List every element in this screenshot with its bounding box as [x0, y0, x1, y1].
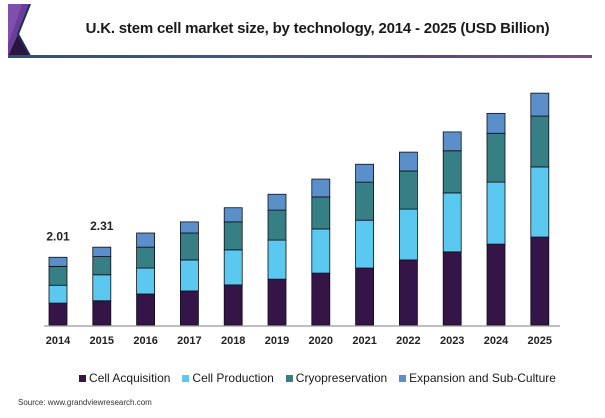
- bar-cryopreservation-2020: [311, 196, 331, 230]
- x-tick-label: 2020: [309, 335, 333, 347]
- bar-cryopreservation-2015: [92, 256, 112, 276]
- legend-label: Cell Production: [192, 371, 274, 385]
- bar-expansion-and-sub-culture-2018: [223, 207, 243, 223]
- legend-item-expansion-and-sub-culture: Expansion and Sub-Culture: [399, 371, 556, 385]
- bar-expansion-and-sub-culture-2017: [179, 221, 199, 234]
- data-label-2015: 2.31: [90, 219, 114, 233]
- bar-cell-production-2017: [179, 259, 199, 292]
- x-tick-label: 2022: [396, 335, 420, 347]
- x-tick-label: 2021: [352, 335, 376, 347]
- x-tick-label: 2018: [221, 335, 245, 347]
- x-tick-label: 2015: [90, 335, 114, 347]
- source-note: Source: www.grandviewresearch.com: [18, 398, 152, 407]
- bar-cell-acquisition-2022: [398, 259, 418, 326]
- bar-cell-acquisition-2020: [311, 272, 331, 326]
- bar-cell-acquisition-2015: [92, 300, 112, 326]
- bar-cell-production-2016: [136, 267, 156, 295]
- x-tick-label: 2023: [440, 335, 464, 347]
- bar-cryopreservation-2021: [355, 181, 375, 221]
- bar-cell-production-2019: [267, 239, 287, 280]
- bar-cell-production-2024: [486, 181, 506, 245]
- x-tick-label: 2025: [528, 335, 552, 347]
- legend-item-cell-acquisition: Cell Acquisition: [79, 371, 170, 385]
- bar-expansion-and-sub-culture-2019: [267, 193, 287, 211]
- bar-cryopreservation-2017: [179, 232, 199, 261]
- bar-expansion-and-sub-culture-2022: [398, 151, 418, 172]
- bar-cell-acquisition-2019: [267, 278, 287, 326]
- brand-chevron-logo-icon: [8, 4, 31, 56]
- bar-expansion-and-sub-culture-2020: [311, 178, 331, 198]
- header-divider: [8, 55, 592, 58]
- bar-cryopreservation-2022: [398, 170, 418, 210]
- bar-expansion-and-sub-culture-2016: [136, 232, 156, 248]
- x-tick-label: 2017: [177, 335, 201, 347]
- bar-cell-acquisition-2016: [136, 293, 156, 326]
- bar-expansion-and-sub-culture-2015: [92, 246, 112, 257]
- bar-cell-production-2023: [442, 192, 462, 253]
- legend-label: Cell Acquisition: [89, 371, 171, 385]
- legend-item-cryopreservation: Cryopreservation: [285, 371, 388, 385]
- bar-cryopreservation-2024: [486, 132, 506, 183]
- bar-cell-acquisition-2025: [530, 236, 550, 326]
- bar-expansion-and-sub-culture-2014: [48, 256, 68, 267]
- bar-expansion-and-sub-culture-2024: [486, 112, 506, 134]
- bar-cryopreservation-2023: [442, 150, 462, 194]
- x-tick-label: 2024: [484, 335, 509, 347]
- bar-cell-production-2025: [530, 166, 550, 238]
- bar-cell-acquisition-2021: [355, 267, 375, 326]
- bar-expansion-and-sub-culture-2021: [355, 163, 375, 183]
- legend-swatch-icon: [182, 374, 190, 382]
- x-tick-label: 2016: [133, 335, 157, 347]
- bar-cell-production-2018: [223, 249, 243, 286]
- bar-cell-production-2020: [311, 228, 331, 274]
- chart-title: U.K. stem cell market size, by technolog…: [85, 20, 550, 37]
- legend-swatch-icon: [399, 374, 407, 382]
- bar-cell-acquisition-2014: [48, 302, 68, 326]
- bar-cell-acquisition-2024: [486, 243, 506, 326]
- bar-cell-acquisition-2017: [179, 290, 199, 326]
- bar-cell-acquisition-2023: [442, 251, 462, 326]
- bar-cryopreservation-2016: [136, 246, 156, 269]
- legend-swatch-icon: [285, 374, 293, 382]
- bar-cryopreservation-2025: [530, 115, 550, 168]
- bar-cell-production-2021: [355, 219, 375, 269]
- bar-cryopreservation-2014: [48, 265, 68, 286]
- bar-expansion-and-sub-culture-2025: [530, 92, 550, 117]
- chart-legend: Cell Acquisition Cell Production Cryoprese…: [0, 371, 605, 385]
- x-tick-label: 2019: [265, 335, 289, 347]
- legend-swatch-icon: [79, 374, 87, 382]
- bar-cell-production-2014: [48, 284, 68, 304]
- bar-cell-production-2015: [92, 274, 112, 302]
- data-label-2014: 2.01: [46, 229, 70, 243]
- bar-cell-production-2022: [398, 208, 418, 261]
- bar-expansion-and-sub-culture-2023: [442, 131, 462, 152]
- bar-cryopreservation-2018: [223, 221, 243, 251]
- x-tick-label: 2014: [46, 335, 71, 347]
- bar-cell-acquisition-2018: [223, 284, 243, 326]
- bar-cryopreservation-2019: [267, 209, 287, 241]
- legend-item-cell-production: Cell Production: [182, 371, 274, 385]
- legend-label: Expansion and Sub-Culture: [409, 371, 556, 385]
- legend-label: Cryopreservation: [295, 371, 388, 385]
